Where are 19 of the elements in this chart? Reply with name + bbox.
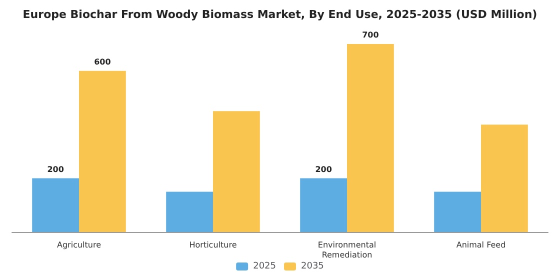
legend-label: 2025	[253, 262, 276, 272]
data-label: 700	[362, 30, 380, 40]
bar	[213, 111, 260, 232]
x-tick-label: Agriculture	[57, 240, 102, 250]
data-label: 600	[94, 57, 112, 66]
bar	[347, 44, 394, 232]
data-label: 200	[315, 164, 332, 174]
bar	[300, 178, 347, 232]
x-tick-label: Horticulture	[189, 240, 237, 250]
data-label: 200	[47, 164, 64, 174]
bar	[79, 70, 126, 232]
bar	[481, 124, 528, 232]
bar	[32, 178, 79, 232]
x-tick-label: Environmental Remediation	[318, 240, 376, 260]
bar	[166, 192, 213, 232]
legend-label: 2035	[301, 262, 324, 272]
bar	[434, 192, 481, 232]
chart-title: Europe Biochar From Woody Biomass Market, By End Use, 2025-2035 (USD Million)	[22, 8, 538, 21]
x-tick-label: Animal Feed	[456, 240, 506, 250]
